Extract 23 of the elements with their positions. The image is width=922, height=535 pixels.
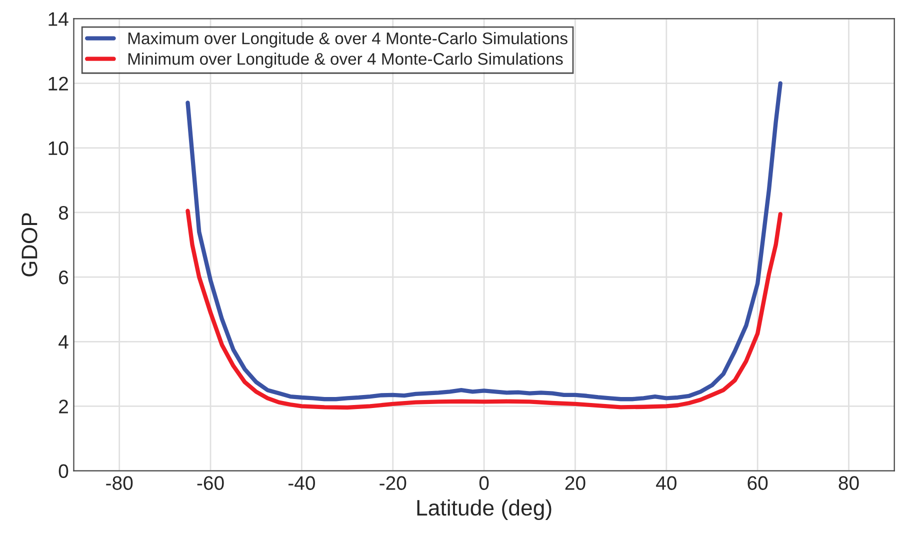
x-tick-label: 80 [838,476,859,490]
x-tick-label: -20 [380,476,406,490]
x-tick-label: 60 [748,476,768,490]
legend-label: Maximum over Longitude & over 4 Monte-Carlo Simulations [128,32,568,48]
x-tick-label: -80 [106,476,133,490]
x-tick-label: 40 [656,476,676,490]
y-axis-title: GDOP [22,213,38,276]
x-tick-label: -40 [288,476,315,490]
x-tick-label: -60 [197,476,224,490]
x-axis-title: Latitude (deg) [417,499,552,520]
y-tick-label: 0 [58,464,68,478]
line-series [186,208,782,410]
y-tick-label: 6 [59,270,68,284]
x-tick-label: 0 [479,476,489,490]
y-tick-label: 14 [48,12,68,26]
y-tick-label: 4 [58,335,68,349]
y-tick-label: 10 [48,141,68,156]
line-series [186,81,782,402]
legend-label: Minimum over Longitude & over 4 Monte-Carlo Simulations [128,52,563,68]
y-tick-label: 2 [59,400,68,414]
y-tick-label: 12 [48,76,68,90]
x-tick-label: 20 [565,476,586,490]
y-tick-label: 8 [58,206,68,220]
